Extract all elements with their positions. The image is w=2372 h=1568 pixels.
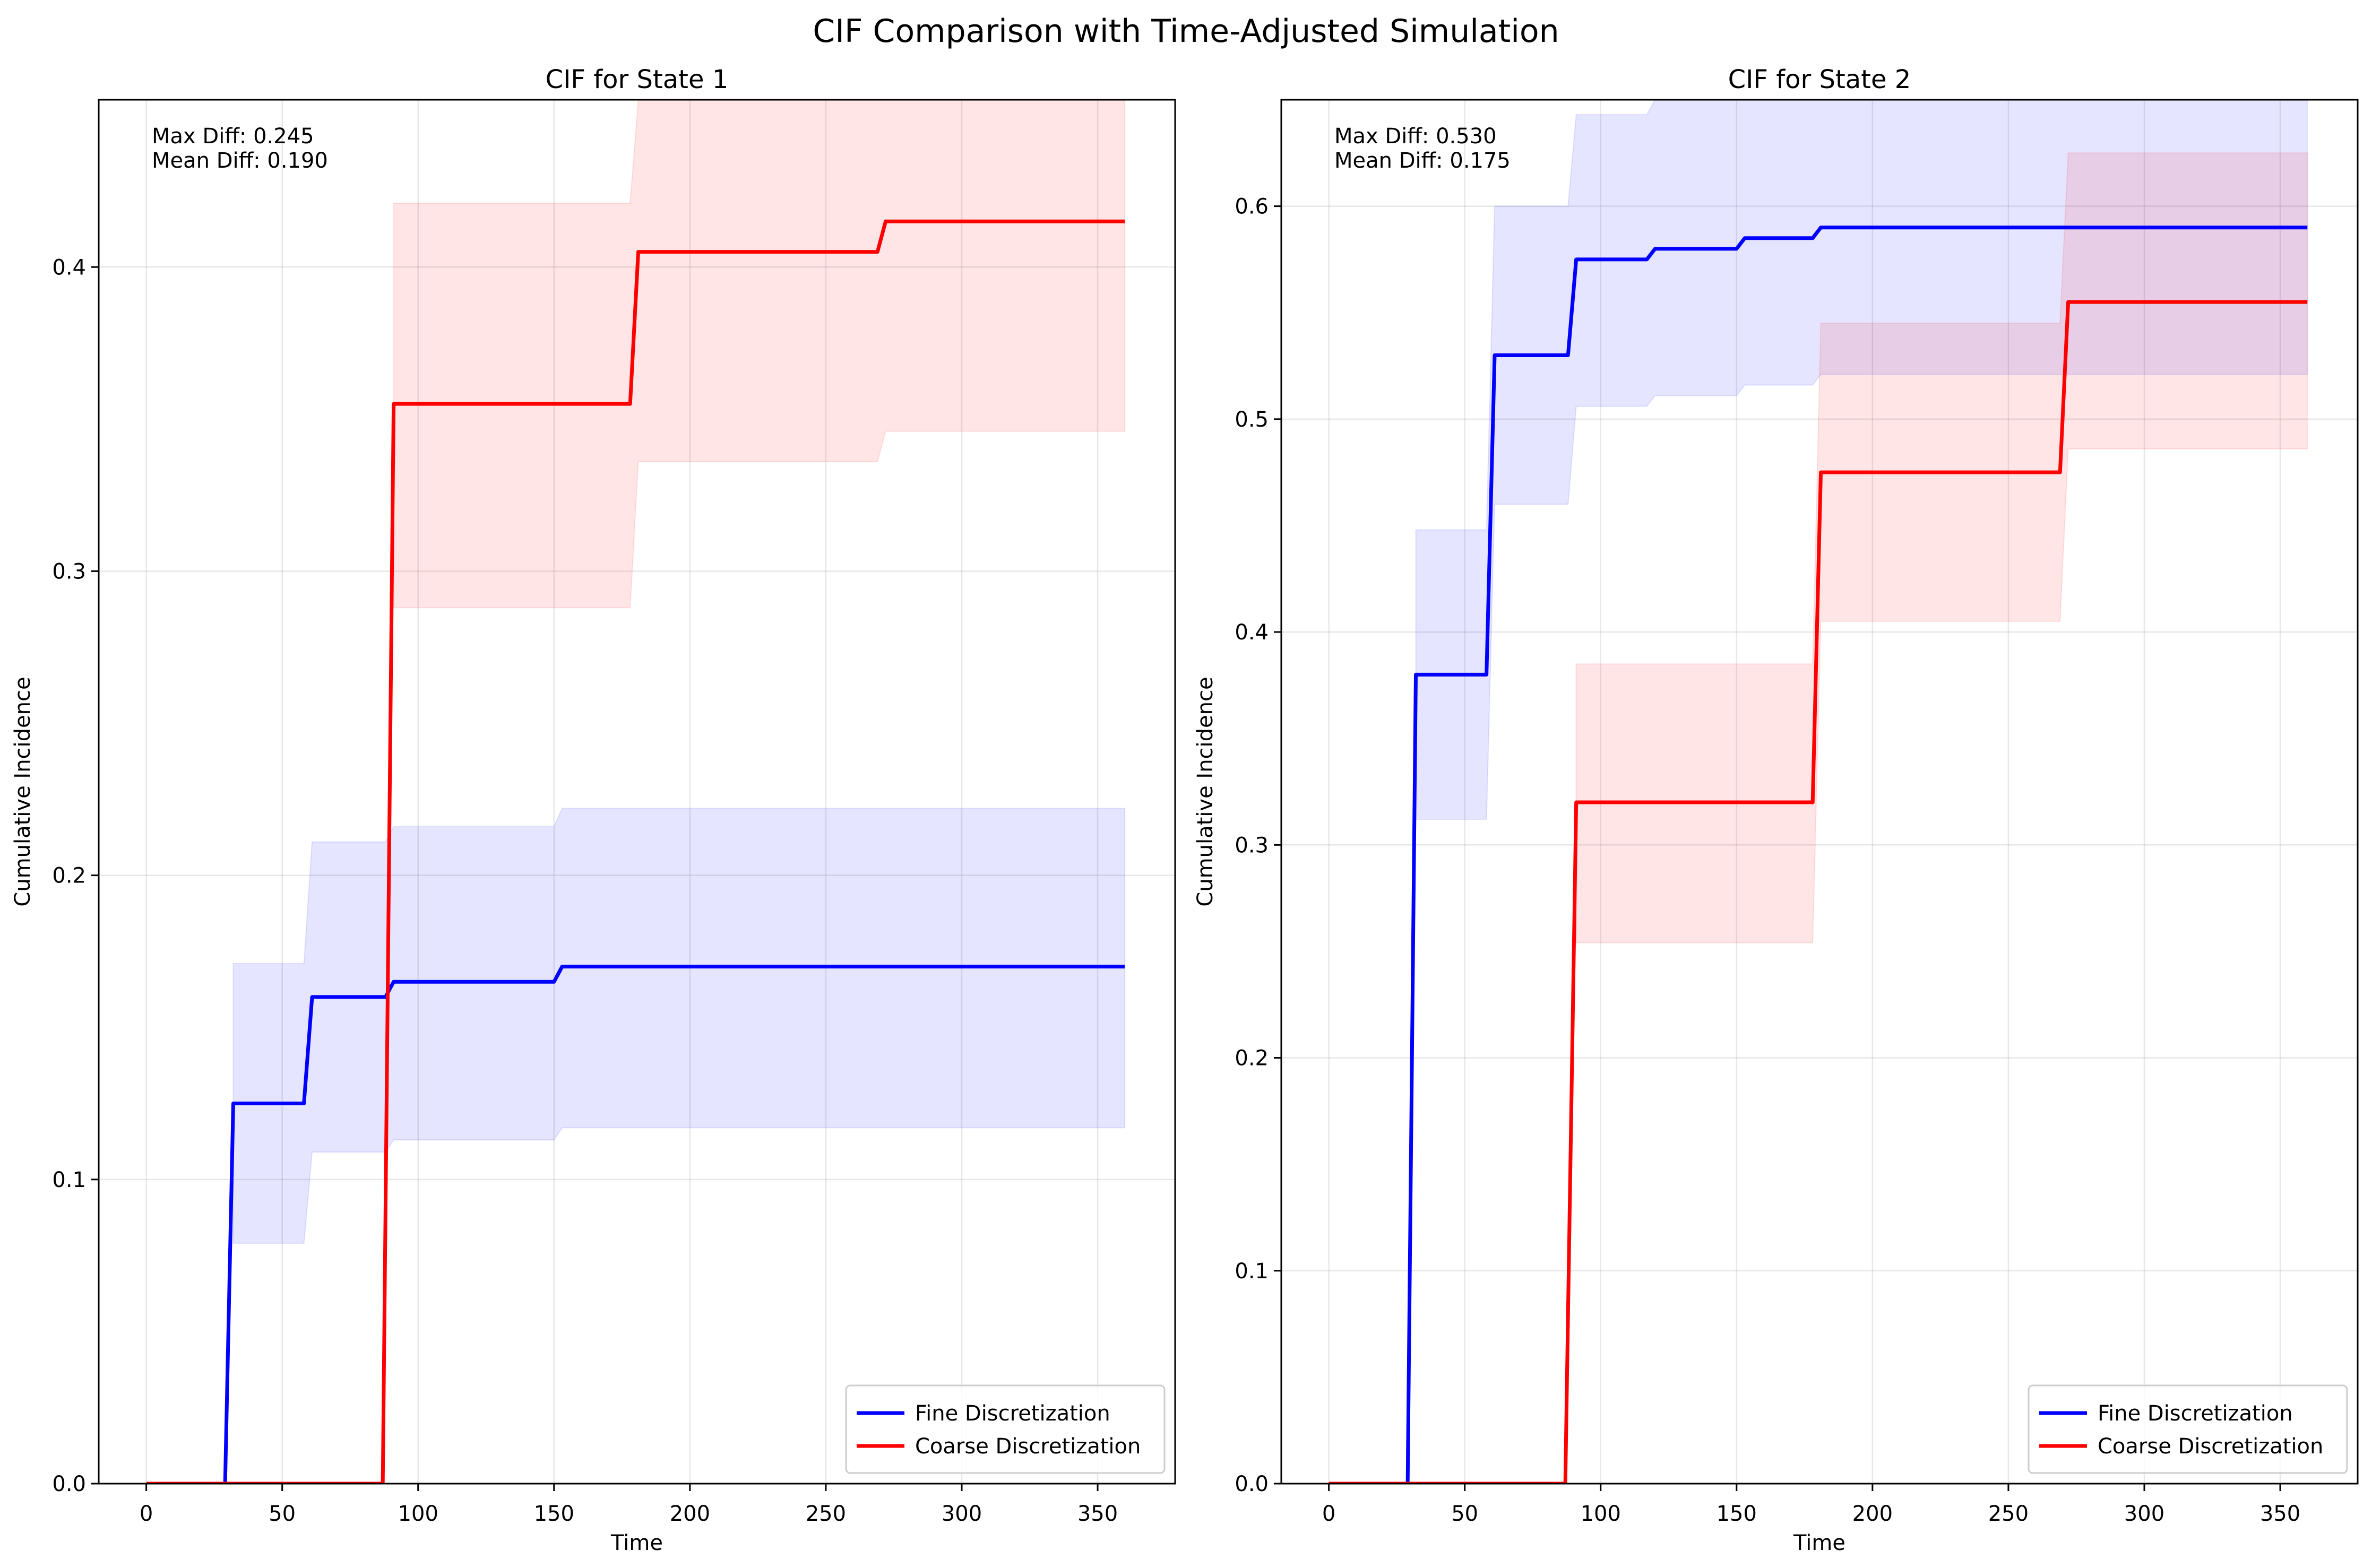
max-diff-annotation: Max Diff: 0.245 bbox=[152, 124, 314, 149]
x-tick-label: 50 bbox=[1451, 1502, 1478, 1526]
legend: Fine Discretization Coarse Discretization bbox=[845, 1384, 1166, 1474]
x-tick-label: 300 bbox=[942, 1502, 982, 1526]
y-tick-label: 0.0 bbox=[1235, 1472, 1269, 1496]
y-axis-label: Cumulative Incidence bbox=[11, 677, 35, 906]
y-tick-label: 0.3 bbox=[1235, 833, 1269, 857]
legend-label: Coarse Discretization bbox=[2098, 1434, 2323, 1459]
x-tick-label: 350 bbox=[1077, 1502, 1118, 1526]
x-tick-label: 200 bbox=[1852, 1502, 1893, 1526]
legend: Fine Discretization Coarse Discretization bbox=[2028, 1384, 2348, 1474]
legend-box bbox=[845, 1384, 1166, 1474]
confidence-band bbox=[1415, 100, 2308, 820]
legend-label: Fine Discretization bbox=[915, 1401, 1110, 1426]
subplot-1: 0 50 100 150 200 250 300 350 0.0 0.1 0.2 0.3 0.4 CIF … bbox=[11, 65, 1176, 1555]
subplot-title: CIF for State 1 bbox=[546, 65, 729, 94]
confidence-band bbox=[1575, 152, 2308, 943]
subplot-title: CIF for State 2 bbox=[1728, 65, 1911, 94]
x-tick-label: 100 bbox=[398, 1502, 438, 1526]
y-tick-label: 0.5 bbox=[1235, 408, 1269, 432]
x-tick-label: 300 bbox=[2124, 1502, 2164, 1526]
subplot-2: 0 50 100 150 200 250 300 350 0.0 0.1 0.2 0.3 0.4 0.5 0… bbox=[1193, 65, 2359, 1555]
plot-area bbox=[146, 100, 1126, 1484]
y-tick-label: 0.1 bbox=[52, 1168, 86, 1192]
y-tick-label: 0.6 bbox=[1235, 195, 1269, 219]
series-line bbox=[1329, 226, 2308, 1484]
max-diff-annotation: Max Diff: 0.530 bbox=[1334, 124, 1497, 149]
x-axis-label: Time bbox=[1793, 1531, 1845, 1555]
figure-title: CIF Comparison with Time-Adjusted Simula… bbox=[813, 13, 1559, 50]
x-tick-label: 50 bbox=[269, 1502, 296, 1526]
legend-box bbox=[2028, 1384, 2348, 1474]
legend-label: Coarse Discretization bbox=[915, 1434, 1141, 1459]
axes-frame bbox=[1280, 99, 2359, 1485]
confidence-band bbox=[232, 808, 1126, 1244]
plot-area bbox=[1329, 100, 2308, 1484]
confidence-band bbox=[393, 100, 1126, 609]
x-axis-label: Time bbox=[610, 1531, 663, 1555]
y-tick-label: 0.3 bbox=[52, 559, 86, 584]
x-tick-label: 150 bbox=[534, 1502, 574, 1526]
series-line bbox=[146, 965, 1125, 1484]
x-tick-label: 100 bbox=[1581, 1502, 1621, 1526]
x-tick-label: 200 bbox=[670, 1502, 710, 1526]
x-tick-label: 250 bbox=[1988, 1502, 2029, 1526]
y-tick-label: 0.1 bbox=[1235, 1259, 1269, 1284]
mean-diff-annotation: Mean Diff: 0.190 bbox=[152, 149, 328, 173]
series-line bbox=[1329, 300, 2308, 1484]
series-line bbox=[146, 219, 1125, 1484]
y-tick-label: 0.2 bbox=[52, 864, 86, 888]
x-tick-label: 0 bbox=[140, 1502, 153, 1526]
x-tick-label: 150 bbox=[1717, 1502, 1757, 1526]
x-tick-label: 0 bbox=[1322, 1502, 1335, 1526]
y-tick-label: 0.4 bbox=[1235, 620, 1269, 645]
mean-diff-annotation: Mean Diff: 0.175 bbox=[1334, 149, 1511, 173]
y-axis-label: Cumulative Incidence bbox=[1193, 677, 1218, 906]
y-tick-label: 0.2 bbox=[1235, 1046, 1269, 1071]
y-tick-label: 0.0 bbox=[52, 1472, 86, 1496]
x-tick-label: 250 bbox=[806, 1502, 846, 1526]
x-tick-label: 350 bbox=[2260, 1502, 2300, 1526]
y-tick-label: 0.4 bbox=[52, 255, 86, 280]
legend-label: Fine Discretization bbox=[2098, 1401, 2293, 1426]
axes-frame bbox=[98, 99, 1176, 1485]
